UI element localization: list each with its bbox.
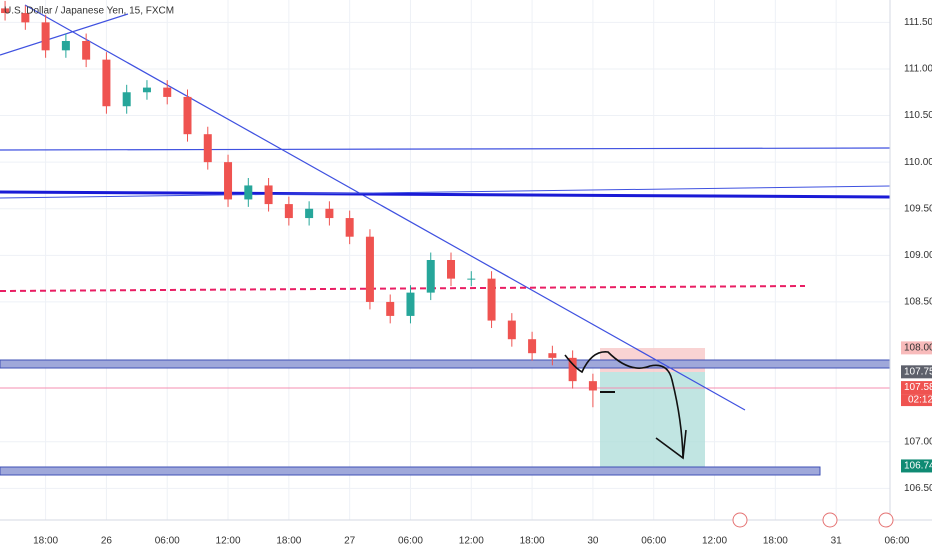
x-tick-label: 06:00 (641, 536, 666, 547)
trend-line (24, 4, 746, 411)
candle-body (548, 353, 557, 358)
candle-body (386, 301, 395, 316)
chart-title: U.S. Dollar / Japanese Yen, 15, FXCM (4, 6, 174, 17)
x-tick-label: 06:00 (398, 536, 423, 547)
x-tick-label: 18:00 (520, 536, 545, 547)
x-tick-label: 31 (831, 536, 843, 547)
x-tick-label: 12:00 (216, 536, 241, 547)
price-label: 107.750 (904, 366, 932, 377)
candle-body (142, 87, 151, 93)
candle-body (426, 260, 435, 293)
y-tick-label: 106.500 (904, 483, 932, 494)
reward-zone (600, 372, 705, 467)
candle-body (305, 208, 314, 219)
candle-body (224, 162, 233, 200)
y-tick-label: 107.000 (904, 436, 932, 447)
candle-body (203, 134, 212, 163)
candle-body (102, 59, 111, 107)
candle-body (528, 339, 537, 354)
x-tick-label: 27 (344, 536, 356, 547)
x-tick-label: 18:00 (33, 536, 58, 547)
candle-body (365, 236, 374, 302)
event-icon (822, 512, 838, 528)
arrow-head (655, 429, 687, 460)
y-tick-label: 111.000 (904, 64, 932, 75)
price-label: 107.581 (904, 382, 932, 393)
projection-path (564, 351, 684, 459)
event-icon (732, 512, 748, 528)
candle-body (467, 278, 476, 280)
y-tick-label: 111.500 (904, 17, 932, 28)
candle-body (507, 320, 516, 340)
event-icon (878, 512, 894, 528)
candle-body (163, 87, 172, 97)
x-tick-label: 12:00 (702, 536, 727, 547)
axes: 106.500 107.000 108.500 109.000 109.500 110.0… (33, 17, 932, 547)
x-tick-label: 12:00 (459, 536, 484, 547)
candle-body (41, 22, 50, 51)
countdown-box (901, 394, 932, 407)
candle-body (244, 185, 253, 200)
candle-body (122, 92, 131, 107)
candle-body (21, 13, 30, 23)
resistance-zone (0, 359, 891, 369)
candle-body (61, 41, 70, 51)
y-tick-label: 108.500 (904, 297, 932, 308)
sketch (564, 351, 687, 460)
dashed-line (0, 285, 806, 292)
price-label: 106.740 (904, 461, 932, 472)
horizontal-line (0, 147, 891, 151)
candle-body (447, 260, 456, 279)
event-icons (732, 512, 894, 528)
x-tick-label: 18:00 (276, 536, 301, 547)
trend-line (0, 13, 129, 56)
drawings (0, 4, 891, 476)
price-label-box (901, 365, 932, 379)
candle-body (284, 204, 293, 219)
x-tick-label: 26 (101, 536, 113, 547)
x-tick-label: 30 (587, 536, 599, 547)
countdown: 02:12 (908, 395, 932, 406)
candle-body (264, 185, 273, 205)
x-tick-label: 06:00 (155, 536, 180, 547)
price-label-box (901, 459, 932, 473)
candle-body (345, 218, 354, 237)
candle-body (183, 96, 192, 135)
candle-body (1, 8, 10, 14)
horizontal-line (0, 185, 891, 199)
candle-body (487, 278, 496, 321)
price-label: 108.007 (904, 343, 932, 354)
price-label-box (901, 341, 932, 355)
candle-body (568, 357, 577, 382)
support-zone (0, 466, 821, 476)
candle-body (325, 208, 334, 219)
candle-body (82, 41, 91, 60)
price-label-box (901, 381, 932, 395)
x-tick-label: 18:00 (763, 536, 788, 547)
y-tick-label: 109.000 (904, 250, 932, 261)
x-tick-label: 06:00 (884, 536, 909, 547)
candle-body (406, 292, 415, 316)
horizontal-line (0, 190, 891, 199)
y-tick-label: 109.500 (904, 203, 932, 214)
candle-body (588, 381, 597, 391)
y-tick-label: 110.000 (904, 157, 932, 168)
candles (1, 0, 597, 408)
y-tick-label: 110.500 (904, 110, 932, 121)
